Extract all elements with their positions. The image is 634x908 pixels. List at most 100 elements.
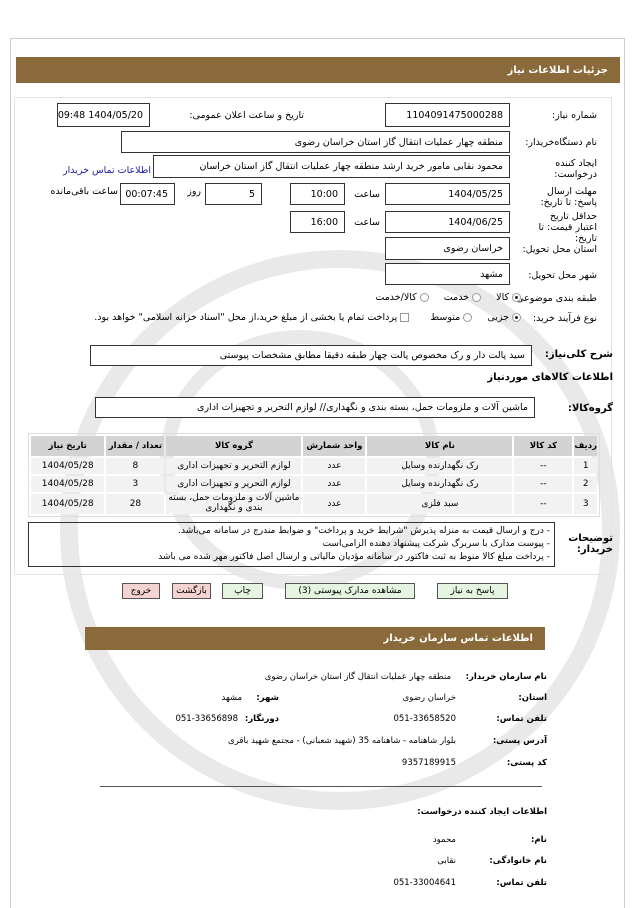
validity-label: حداقل تاریخ اعتبار قیمت: تا تاریخ: bbox=[538, 211, 597, 244]
attachments-button[interactable]: مشاهده مدارک پیوستی (3) bbox=[285, 583, 415, 599]
province-value: خراسان رضوی bbox=[402, 693, 456, 703]
radio-goods[interactable] bbox=[512, 293, 521, 302]
cell: عدد bbox=[303, 458, 366, 474]
note-line: - پرداخت مبلغ کالا منوط به ثبت فاکتور در… bbox=[158, 552, 550, 562]
note-line: - درج و ارسال قیمت به منزله پذیرش "شرایط… bbox=[178, 526, 550, 536]
cell: 1 bbox=[574, 458, 597, 474]
table-row: 3 -- سبد فلزی عدد ماشین آلات و ملزومات حمل، … bbox=[31, 493, 597, 514]
province-label: استان: bbox=[518, 693, 547, 703]
cell: 28 bbox=[106, 494, 165, 514]
deadline-date-field: 1404/05/25 bbox=[385, 183, 510, 205]
radio-service[interactable] bbox=[472, 293, 482, 302]
col-row: ردیف bbox=[574, 436, 597, 456]
address-value: بلوار شاهنامه - شاهنامه 35 (شهید شعبانی)… bbox=[228, 736, 456, 746]
process-label: نوع فرآیند خرید: bbox=[532, 313, 597, 324]
name-label: نام: bbox=[530, 835, 547, 845]
cell: عدد bbox=[303, 476, 366, 492]
radio-goods-service[interactable] bbox=[419, 293, 429, 302]
creator-label: ایجاد کننده درخواست: bbox=[554, 158, 597, 180]
deadline-label: مهلت ارسال پاسخ: تا تاریخ: bbox=[540, 186, 597, 208]
buyer-field: منطقه چهار عملیات انتقال گاز استان خراسا… bbox=[121, 131, 510, 153]
postal-value: 9357189915 bbox=[401, 758, 456, 768]
city-value: مشهد bbox=[221, 693, 242, 703]
radio-label: متوسط bbox=[430, 312, 461, 323]
fax-value: 051-33656898 bbox=[175, 714, 238, 724]
cell: 1404/05/28 bbox=[31, 458, 105, 474]
announce-label: تاریخ و ساعت اعلان عمومی: bbox=[189, 110, 304, 121]
cell: 3 bbox=[574, 494, 597, 514]
day-label: روز bbox=[187, 186, 201, 197]
description-field: سید پالت دار و رک مخصوص پالت چهار طبقه د… bbox=[90, 345, 532, 366]
process-radios: جزیی متوسط پرداخت تمام یا بخشی از مبلغ خ… bbox=[94, 312, 524, 323]
need-number-label: شماره نیاز: bbox=[551, 110, 597, 121]
validity-date-field: 1404/06/25 bbox=[385, 211, 510, 233]
group-label: گروه‌کالا: bbox=[567, 403, 613, 414]
exit-button[interactable]: خروج bbox=[122, 583, 160, 599]
print-button[interactable]: چاپ bbox=[222, 583, 263, 599]
buyer-contact-link[interactable]: اطلاعات تماس خریدار bbox=[62, 165, 151, 176]
remaining-label: ساعت باقی‌مانده bbox=[50, 186, 118, 197]
address-label: آدرس پستی: bbox=[492, 736, 547, 746]
radio-label: جزیی bbox=[487, 312, 509, 323]
col-group: گروه کالا bbox=[166, 436, 302, 456]
table-row: 2 -- رک نگهدارنده وسایل عدد لوازم التحریر و … bbox=[31, 476, 597, 492]
category-radios: کالا خدمت کالا/خدمت bbox=[375, 292, 524, 303]
col-code: کد کالا bbox=[514, 436, 573, 456]
buyer-label: نام دستگاه‌خریدار: bbox=[525, 137, 597, 148]
family-value: نقابی bbox=[437, 856, 456, 866]
cell: لوازم التحریر و تجهیزات اداری bbox=[166, 458, 302, 474]
back-button[interactable]: بازگشت bbox=[172, 583, 211, 599]
city-label: شهر محل تحویل: bbox=[528, 270, 597, 281]
table-row: 1 -- رک نگهدارنده وسایل عدد لوازم التحریر و … bbox=[31, 458, 597, 474]
treasury-checkbox[interactable] bbox=[400, 313, 410, 322]
radio-label: کالا/خدمت bbox=[375, 292, 417, 303]
reply-button[interactable]: پاسخ به نیاز bbox=[437, 583, 508, 599]
org-label: نام سازمان خریدار: bbox=[465, 672, 547, 682]
cell: رک نگهدارنده وسایل bbox=[367, 458, 513, 474]
cell: 1404/05/28 bbox=[31, 476, 105, 492]
radio-label: خدمت bbox=[443, 292, 470, 303]
org-value: منطقه چهار عملیات انتقال گاز استان خراسا… bbox=[264, 672, 451, 682]
cell: 1404/05/28 bbox=[31, 494, 105, 514]
cell: -- bbox=[514, 458, 573, 474]
remaining-field: 00:07:45 bbox=[120, 183, 175, 205]
radio-medium[interactable] bbox=[463, 313, 473, 322]
need-number-field: 1104091475000288 bbox=[385, 103, 510, 127]
header-bar: جزئیات اطلاعات نیاز bbox=[16, 57, 620, 83]
col-qty: تعداد / مقدار bbox=[106, 436, 165, 456]
cell: -- bbox=[514, 494, 573, 514]
cell: 8 bbox=[106, 458, 165, 474]
cell: سبد فلزی bbox=[367, 494, 513, 514]
notes-box: - درج و ارسال قیمت به منزله پذیرش "شرایط… bbox=[28, 522, 555, 567]
goods-table: ردیف کد کالا نام کالا واحد شمارش گروه کا… bbox=[28, 433, 600, 517]
deadline-time-field: 10:00 bbox=[290, 183, 345, 205]
fax-label: دورنگار: bbox=[244, 714, 279, 724]
note-line: - پیوست مدارک با سربرگ شرکت پیشنهاد دهند… bbox=[322, 539, 550, 549]
creator-phone-label: تلفن تماس: bbox=[496, 878, 547, 888]
cell: رک نگهدارنده وسایل bbox=[367, 476, 513, 492]
radio-minor[interactable] bbox=[512, 313, 521, 322]
time-label: ساعت bbox=[354, 217, 380, 228]
col-date: تاریخ نیاز bbox=[31, 436, 105, 456]
contact-title: اطلاعات تماس سازمان خریدار bbox=[383, 633, 533, 644]
creator-title: اطلاعات ایجاد کننده درخواست: bbox=[417, 807, 547, 817]
group-field: ماشین آلات و ملزومات حمل، بسته بندی و نگ… bbox=[95, 397, 535, 418]
postal-label: کد پستی: bbox=[506, 758, 547, 768]
divider bbox=[100, 786, 542, 787]
announce-field: 1404/05/20 09:48 bbox=[57, 103, 150, 127]
category-label: طبقه بندی موضوعی: bbox=[512, 293, 597, 304]
description-label: شرح کلی‌نیاز: bbox=[544, 349, 613, 360]
family-label: نام خانوادگی: bbox=[489, 856, 547, 866]
phone-value: 051-33658520 bbox=[393, 714, 456, 724]
creator-field: محمود نقابی مامور خرید ارشد منطقه چهار ع… bbox=[153, 155, 510, 178]
col-name: نام کالا bbox=[367, 436, 513, 456]
province-field: خراسان رضوی bbox=[385, 237, 510, 260]
phone-label: تلفن تماس: bbox=[496, 714, 547, 724]
details-panel bbox=[14, 97, 612, 575]
contact-header-bar: اطلاعات تماس سازمان خریدار bbox=[85, 627, 545, 650]
creator-phone-value: 051-33004641 bbox=[393, 878, 456, 888]
city-label: شهر: bbox=[256, 693, 279, 703]
cell: 3 bbox=[106, 476, 165, 492]
city-field: مشهد bbox=[385, 263, 510, 285]
col-unit: واحد شمارش bbox=[303, 436, 366, 456]
